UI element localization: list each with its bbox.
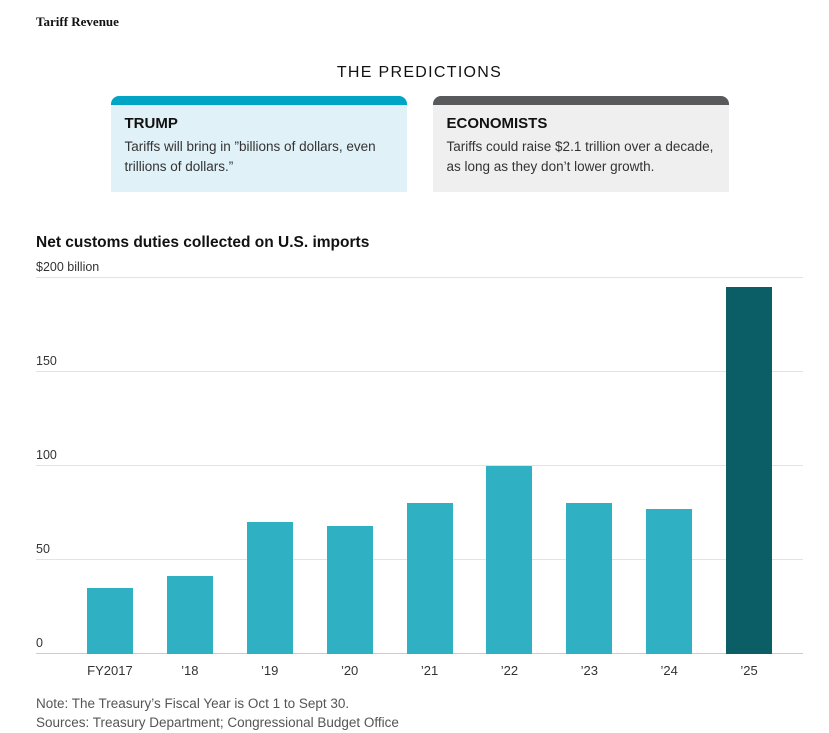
x-tick-label: ’18 bbox=[181, 662, 199, 678]
bar-FY2017 bbox=[86, 587, 133, 654]
bar-’21 bbox=[406, 503, 453, 654]
plot-area: 0 50 100 150 $200 billion bbox=[36, 260, 803, 654]
bar-’20 bbox=[326, 525, 373, 654]
card-title-economists: ECONOMISTS bbox=[446, 115, 548, 132]
bar-column bbox=[549, 278, 629, 654]
card-title-trump: TRUMP bbox=[124, 115, 178, 132]
bar-’19 bbox=[246, 521, 293, 654]
x-tick-label: ’19 bbox=[261, 662, 279, 678]
card-text-trump: Tariffs will bring in ”billions of dolla… bbox=[124, 139, 376, 175]
prediction-cards: TRUMP Tariffs will bring in ”billions of… bbox=[36, 96, 803, 192]
y-tick-label: 100 bbox=[36, 447, 57, 462]
y-tick-label: $200 billion bbox=[36, 259, 100, 274]
x-tick-label: ’24 bbox=[660, 662, 678, 678]
card-body-economists: ECONOMISTS Tariffs could raise $2.1 tril… bbox=[432, 105, 729, 192]
bars-container bbox=[36, 278, 803, 654]
bar-’23 bbox=[566, 503, 613, 654]
bar-’18 bbox=[166, 576, 213, 654]
x-axis-labels: FY2017 ’18 ’19 ’20 ’21 ’22 ’23 ’24 ’25 bbox=[36, 663, 803, 678]
bar-column bbox=[150, 278, 230, 654]
chart-footer: Note: The Treasury’s Fiscal Year is Oct … bbox=[36, 694, 803, 733]
bar-column bbox=[310, 278, 390, 654]
card-body-trump: TRUMP Tariffs will bring in ”billions of… bbox=[110, 105, 407, 192]
kicker-title: Tariff Revenue bbox=[36, 14, 119, 29]
x-tick-label: FY2017 bbox=[87, 662, 133, 678]
bar-chart: 0 50 100 150 $200 billion FY2017 ’18 ’19 ’20 ’21… bbox=[36, 260, 803, 678]
x-tick-label: ’22 bbox=[500, 662, 519, 678]
bar-column bbox=[469, 278, 549, 654]
bar-’22 bbox=[486, 465, 533, 654]
bar-column bbox=[709, 278, 789, 654]
prediction-card-economists: ECONOMISTS Tariffs could raise $2.1 tril… bbox=[432, 96, 729, 192]
x-tick-label: ’23 bbox=[580, 662, 598, 678]
y-tick-label: 50 bbox=[36, 541, 50, 556]
note-text: Note: The Treasury’s Fiscal Year is Oct … bbox=[36, 695, 350, 711]
bar-’24 bbox=[646, 508, 693, 654]
y-tick-label: 150 bbox=[36, 353, 57, 368]
gridline bbox=[36, 276, 803, 278]
bar-column bbox=[629, 278, 709, 654]
x-tick-label: ’25 bbox=[740, 662, 758, 678]
bar-column bbox=[390, 278, 470, 654]
predictions-heading: THE PREDICTIONS bbox=[336, 64, 503, 81]
card-accent-bar-trump bbox=[110, 96, 407, 105]
gridline bbox=[36, 370, 803, 372]
sources-text: Sources: Treasury Department; Congressio… bbox=[36, 715, 399, 731]
bar-column bbox=[70, 278, 150, 654]
x-tick-label: ’20 bbox=[340, 662, 359, 678]
chart-title: Net customs duties collected on U.S. imp… bbox=[36, 233, 370, 251]
gridline bbox=[36, 464, 803, 466]
bar-column bbox=[230, 278, 310, 654]
y-tick-label: 0 bbox=[36, 635, 43, 650]
prediction-card-trump: TRUMP Tariffs will bring in ”billions of… bbox=[110, 96, 407, 192]
card-text-economists: Tariffs could raise $2.1 trillion over a… bbox=[446, 139, 714, 175]
card-accent-bar-economists bbox=[432, 96, 729, 105]
x-tick-label: ’21 bbox=[420, 662, 439, 678]
bar-’25 bbox=[726, 286, 773, 654]
